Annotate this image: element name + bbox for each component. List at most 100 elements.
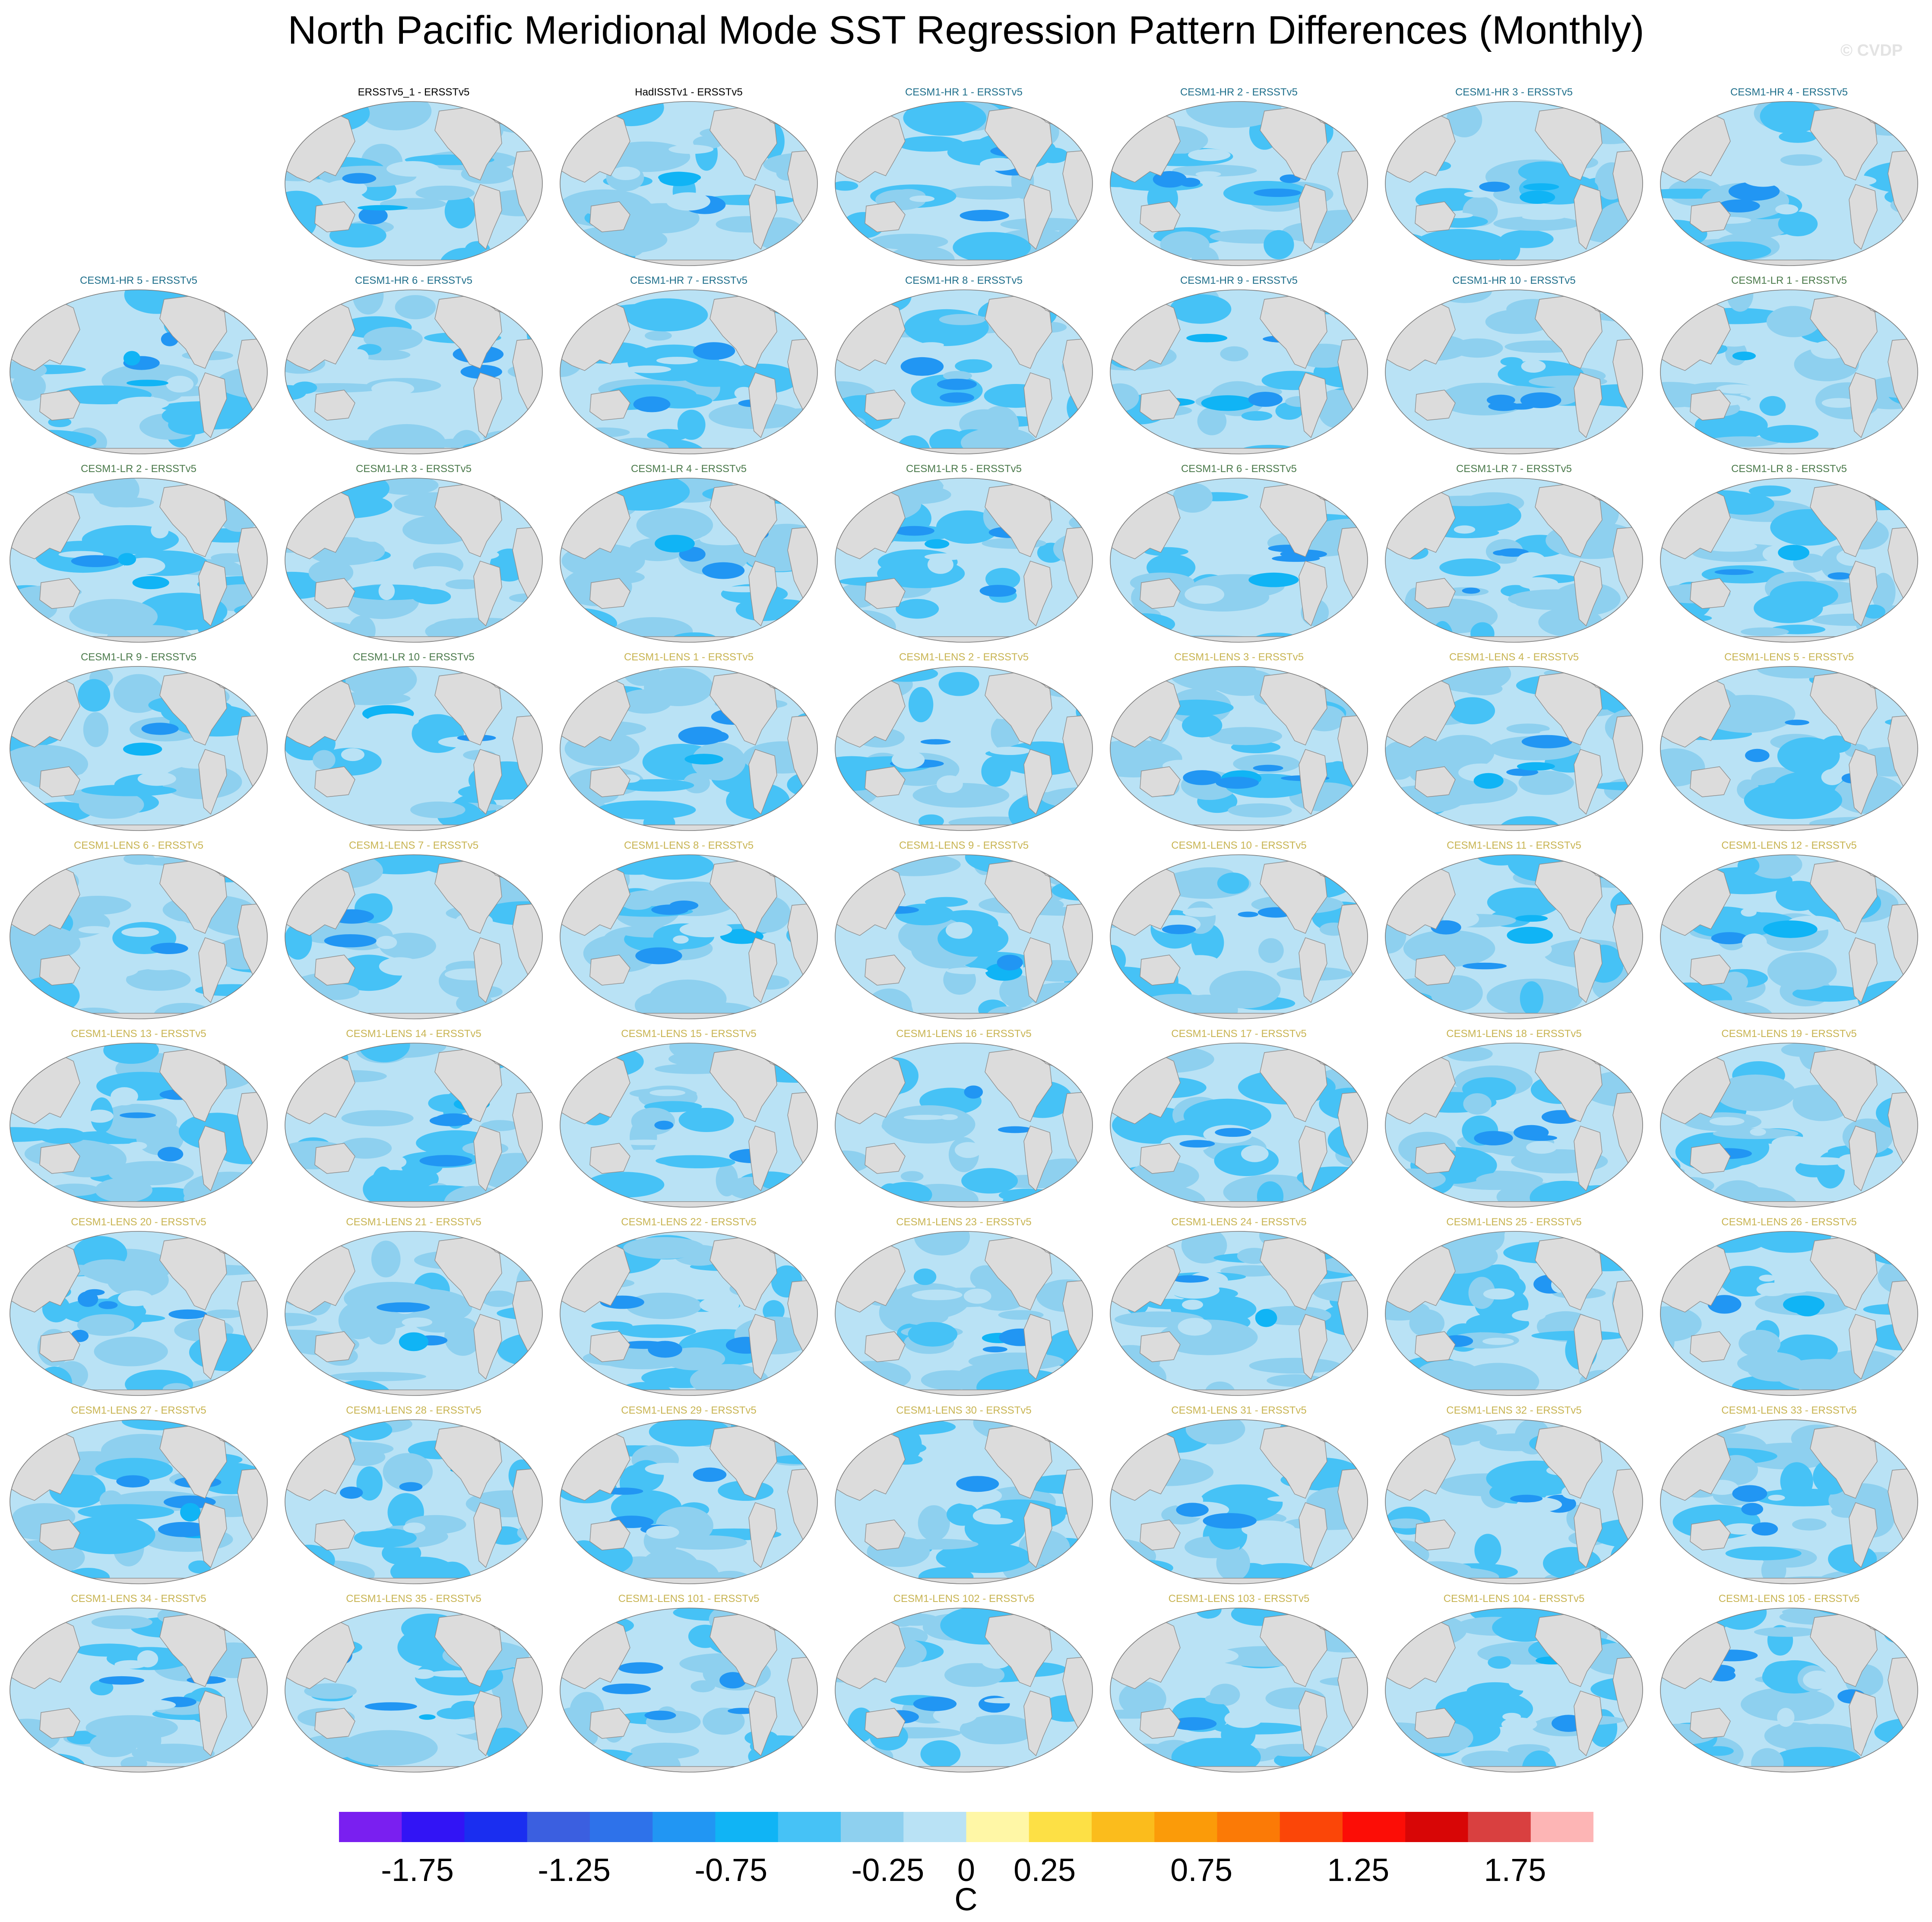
map-outline [1110, 101, 1368, 266]
land-s-america [1023, 184, 1052, 250]
anomaly-region [1892, 1366, 1918, 1396]
anomaly-region [1520, 981, 1544, 1015]
anomaly-region [955, 359, 992, 373]
anomaly-core [1520, 392, 1561, 408]
map-panel: CESM1-LENS 27 - ERSSTv5 [4, 1405, 273, 1590]
colorbar-swatch [841, 1812, 904, 1842]
anomaly-core [1751, 1522, 1778, 1536]
robinson-map [560, 478, 818, 643]
panel-title: CESM1-LR 10 - ERSSTv5 [353, 651, 475, 663]
anomaly-core [1794, 1301, 1821, 1316]
panel-title: CESM1-LENS 34 - ERSSTv5 [71, 1593, 206, 1605]
colorbar-tick-label: -0.75 [694, 1852, 768, 1888]
anomaly-core [940, 392, 974, 403]
anomaly-region [522, 815, 542, 831]
anomaly-region [1217, 872, 1249, 894]
map-outline [560, 101, 818, 266]
anomaly-core [649, 1089, 686, 1096]
land-australia [39, 766, 80, 797]
map-outline [10, 1608, 268, 1773]
anomaly-region [232, 436, 267, 447]
robinson-map [1660, 289, 1918, 454]
colorbar: -1.75 -1.25 -0.75 -0.25 0 0.25 0.75 1.25 1.75 C [339, 1812, 1593, 1917]
anomaly-region [1110, 739, 1182, 777]
anomaly-core [1771, 1136, 1813, 1151]
colorbar-tick-label: -1.25 [538, 1852, 611, 1888]
anomaly-region [662, 1156, 735, 1168]
anomaly-region [1172, 483, 1213, 513]
anomaly-region [1485, 309, 1551, 334]
anomaly-region [206, 1570, 267, 1584]
anomaly-region [383, 1453, 433, 1491]
anomaly-core [1462, 962, 1507, 970]
anomaly-region [10, 1046, 64, 1064]
anomaly-core [1514, 1125, 1549, 1140]
panel-title: CESM1-LENS 20 - ERSSTv5 [71, 1216, 206, 1228]
map-panel: CESM1-LENS 16 - ERSSTv5 [830, 1028, 1098, 1214]
land-s-america [1299, 937, 1327, 1003]
land-australia [589, 1143, 630, 1174]
map-panel: CESM1-LENS 3 - ERSSTv5 [1105, 651, 1373, 837]
anomaly-region [10, 1420, 61, 1429]
anomaly-region [688, 983, 711, 1004]
map-outline [835, 666, 1093, 831]
map-outline [1660, 666, 1918, 831]
land-australia [1690, 1143, 1731, 1174]
colorbar-swatch [966, 1812, 1029, 1842]
anomaly-region [1205, 1693, 1238, 1704]
anomaly-region [64, 1516, 155, 1554]
land-s-america [1849, 1126, 1878, 1192]
anomaly-region [1780, 154, 1823, 166]
anomaly-core [1517, 762, 1555, 771]
land-australia [1690, 1519, 1731, 1551]
anomaly-region [1113, 1559, 1173, 1576]
anomaly-core [605, 1487, 643, 1495]
robinson-map [835, 666, 1093, 831]
map-panel: CESM1-LENS 10 - ERSSTv5 [1105, 840, 1373, 1025]
land-australia [865, 578, 906, 609]
land-s-america [1299, 184, 1327, 250]
panel-title: HadISSTv1 - ERSSTv5 [635, 86, 743, 98]
robinson-map [1385, 289, 1643, 454]
anomaly-core [324, 934, 377, 948]
anomaly-region [1711, 1180, 1765, 1207]
anomaly-core [99, 1676, 145, 1685]
anomaly-region [1110, 1612, 1134, 1621]
robinson-map [1385, 854, 1643, 1019]
robinson-map [10, 289, 268, 454]
anomaly-region [188, 1560, 211, 1574]
anomaly-region [78, 1504, 174, 1519]
anomaly-core [367, 714, 419, 728]
anomaly-region [1748, 855, 1802, 879]
anomaly-region [493, 1762, 530, 1772]
panel-title: CESM1-LENS 19 - ERSSTv5 [1721, 1028, 1857, 1040]
anomaly-core [1521, 360, 1546, 373]
colorbar-swatch [1405, 1812, 1468, 1842]
map-panel: CESM1-HR 6 - ERSSTv5 [279, 275, 548, 460]
anomaly-core [719, 1672, 747, 1689]
anomaly-region [1721, 971, 1748, 993]
map-outline [560, 1419, 818, 1584]
anomaly-region [341, 1110, 414, 1126]
land-australia [865, 1519, 906, 1551]
anomaly-region [1330, 994, 1368, 1008]
anomaly-core [924, 553, 965, 561]
map-panel: CESM1-HR 9 - ERSSTv5 [1105, 275, 1373, 460]
land-australia [865, 390, 906, 421]
anomaly-region [445, 579, 483, 590]
anomaly-region [1737, 857, 1760, 875]
panel-title: CESM1-LENS 5 - ERSSTv5 [1724, 651, 1854, 663]
anomaly-core [655, 535, 695, 552]
anomaly-core [980, 1518, 1013, 1525]
land-s-america [748, 749, 777, 815]
anomaly-core [684, 754, 723, 764]
anomaly-region [354, 1528, 417, 1548]
robinson-map [285, 478, 543, 643]
land-s-america [198, 1502, 227, 1568]
land-s-america [1574, 1690, 1603, 1757]
anomaly-core [341, 748, 364, 761]
land-s-america [1574, 1126, 1603, 1192]
land-s-america [1574, 1314, 1603, 1380]
anomaly-region [678, 1108, 734, 1132]
anomaly-region [1751, 1231, 1831, 1253]
